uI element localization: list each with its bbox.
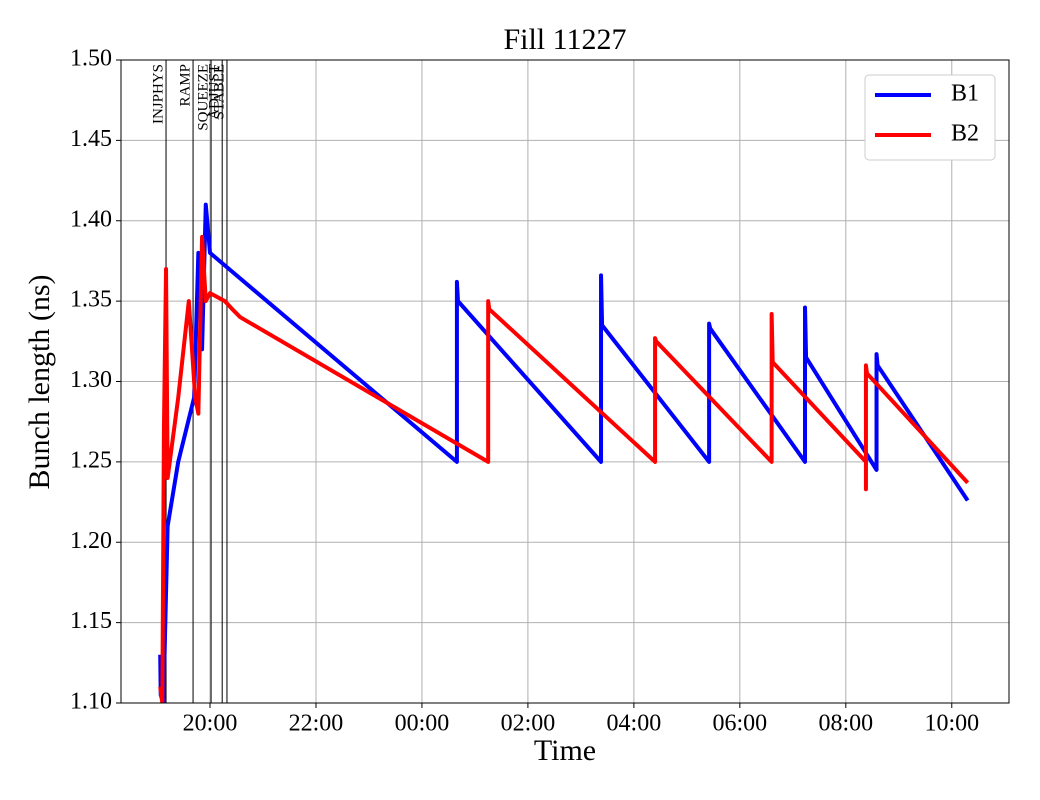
legend-label: B1 xyxy=(951,81,979,107)
x-tick-label: 10:00 xyxy=(924,711,979,737)
y-tick-label: 1.15 xyxy=(70,608,112,634)
y-tick-label: 1.40 xyxy=(70,206,112,232)
x-tick-label: 06:00 xyxy=(713,711,768,737)
y-tick-label: 1.30 xyxy=(70,367,112,393)
phase-label: ADJUST xyxy=(207,64,223,120)
series-line xyxy=(158,202,970,703)
phase-label: RAMP xyxy=(177,64,193,107)
series-line xyxy=(158,234,970,703)
y-axis-label: Bunch length (ns) xyxy=(23,275,56,490)
x-tick-label: 04:00 xyxy=(607,711,662,737)
chart-title: Fill 11227 xyxy=(503,23,626,56)
y-tick-label: 1.20 xyxy=(70,528,112,554)
y-tick-label: 1.45 xyxy=(70,126,112,152)
phase-label: INJPHYS xyxy=(150,64,166,124)
x-tick-label: 02:00 xyxy=(501,711,556,737)
phase-label: STABLE xyxy=(211,64,227,119)
legend-label: B2 xyxy=(951,121,979,147)
y-tick-label: 1.10 xyxy=(70,689,112,715)
y-tick-label: 1.25 xyxy=(70,447,112,473)
x-tick-label: 00:00 xyxy=(395,711,450,737)
y-tick-label: 1.35 xyxy=(70,287,112,313)
y-tick-label: 1.50 xyxy=(70,46,112,72)
x-tick-label: 22:00 xyxy=(289,711,344,737)
x-tick-label: 20:00 xyxy=(183,711,238,737)
phase-label: SQUEEZE xyxy=(196,64,212,131)
x-axis-label: Time xyxy=(534,734,596,767)
x-tick-label: 08:00 xyxy=(818,711,873,737)
plot-frame xyxy=(120,59,1010,704)
